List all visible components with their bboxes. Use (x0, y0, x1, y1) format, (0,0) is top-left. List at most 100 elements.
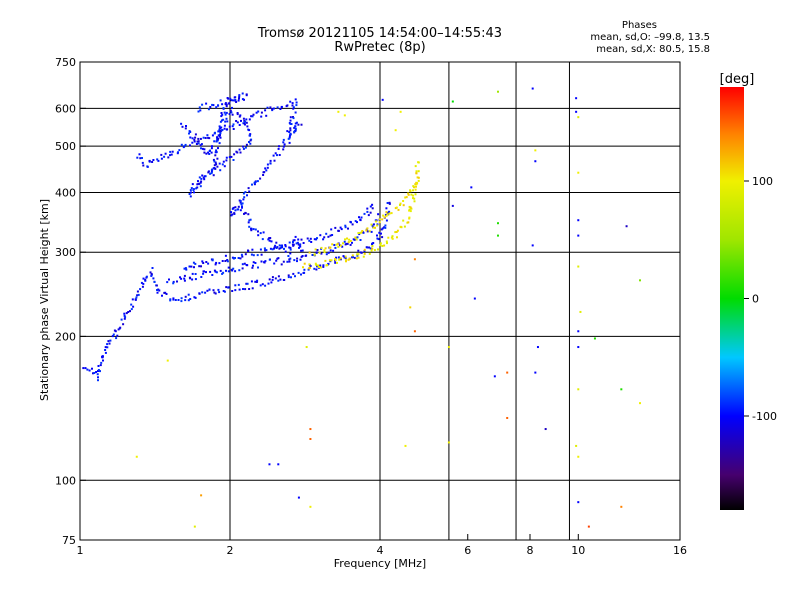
echo-dot (234, 284, 237, 287)
echo-dot (187, 299, 190, 302)
echo-dot (288, 131, 291, 133)
echo-dot (241, 206, 243, 209)
y-tick-label: 100 (55, 474, 76, 487)
echo-dot (363, 212, 366, 215)
echo-dot (215, 106, 218, 109)
scatter-dot (399, 110, 402, 113)
echo-dot (240, 203, 243, 206)
scatter-dot (277, 463, 280, 466)
echo-dot (280, 245, 283, 248)
x-tick-label: 16 (673, 544, 687, 557)
echo-dot (323, 236, 326, 239)
echo-dot (245, 143, 248, 146)
echo-dot (142, 282, 145, 285)
echo-dot (325, 253, 328, 256)
echo-dot (237, 208, 240, 211)
echo-dot (273, 159, 276, 162)
echo-dot (366, 246, 369, 249)
echo-dot (104, 351, 107, 354)
echo-dot (213, 140, 216, 143)
echo-dot (352, 256, 354, 258)
x-tick-label: 2 (227, 544, 234, 557)
scatter-dot (447, 346, 450, 349)
echo-dot (157, 288, 160, 291)
echo-dot (241, 267, 244, 270)
echo-dot (363, 248, 366, 251)
echo-dot (288, 135, 291, 138)
echo-dot (251, 248, 254, 251)
echo-dot (289, 132, 292, 135)
echo-dot (370, 223, 373, 226)
echo-dot (272, 107, 275, 110)
echo-dot (302, 242, 305, 244)
echo-dot (261, 283, 264, 286)
echo-dot (370, 249, 373, 252)
echo-dot (242, 288, 244, 290)
echo-dot (207, 151, 210, 154)
echo-dot (206, 134, 209, 137)
echo-dot (415, 185, 417, 188)
echo-dot (358, 216, 360, 219)
echo-dot (150, 274, 153, 277)
echo-dot (247, 249, 249, 252)
echo-dot (359, 218, 362, 221)
echo-dot (217, 147, 219, 150)
echo-dot (229, 97, 232, 100)
echo-dot (257, 110, 260, 113)
echo-dot (264, 260, 267, 263)
echo-dot (232, 206, 235, 209)
echo-dot (369, 211, 372, 214)
echo-dot (201, 174, 204, 177)
echo-dot (286, 104, 289, 107)
echo-dot (308, 263, 311, 266)
echo-dot (249, 133, 252, 136)
echo-traces (82, 92, 420, 382)
echo-dot (238, 288, 241, 291)
echo-dot (259, 177, 262, 180)
echo-dot (239, 209, 242, 212)
echo-dot (189, 131, 192, 133)
scatter-dot (381, 98, 384, 101)
echo-dot (356, 254, 359, 257)
echo-dot (230, 111, 233, 114)
echo-dot (144, 278, 147, 281)
echo-dot (252, 113, 255, 116)
echo-dot (327, 251, 330, 254)
echo-dot (269, 237, 272, 239)
echo-dot (274, 152, 277, 155)
echo-dot (211, 103, 214, 106)
scatter-dot (531, 87, 534, 90)
echo-dot (260, 260, 263, 263)
echo-dot (204, 137, 207, 139)
echo-dot (146, 165, 149, 168)
echo-dot (233, 96, 236, 99)
echo-dot (360, 251, 363, 254)
echo-dot (209, 106, 212, 108)
scatter-dot (309, 428, 312, 431)
echo-dot (257, 234, 260, 237)
echo-dot (300, 255, 303, 258)
echo-dot (195, 187, 198, 190)
echo-dot (191, 183, 194, 186)
echo-dot (127, 311, 130, 313)
echo-dot (415, 172, 418, 175)
echo-dot (227, 270, 230, 273)
echo-dot (357, 232, 360, 235)
echo-dot (395, 231, 398, 233)
echo-dot (315, 238, 318, 241)
echo-dot (384, 226, 387, 229)
echo-dot (192, 189, 195, 191)
echo-dot (368, 230, 371, 233)
echo-dot (413, 197, 416, 200)
echo-dot (188, 276, 191, 279)
echo-dot (287, 137, 290, 140)
echo-dot (221, 103, 224, 106)
scatter-dot (577, 234, 580, 237)
echo-dot (219, 169, 222, 172)
grid-lines (80, 62, 680, 540)
scatter-dot (579, 310, 582, 313)
echo-dot (129, 310, 131, 313)
echo-dot (243, 212, 245, 215)
echo-dot (371, 247, 374, 250)
echo-dot (194, 296, 197, 299)
